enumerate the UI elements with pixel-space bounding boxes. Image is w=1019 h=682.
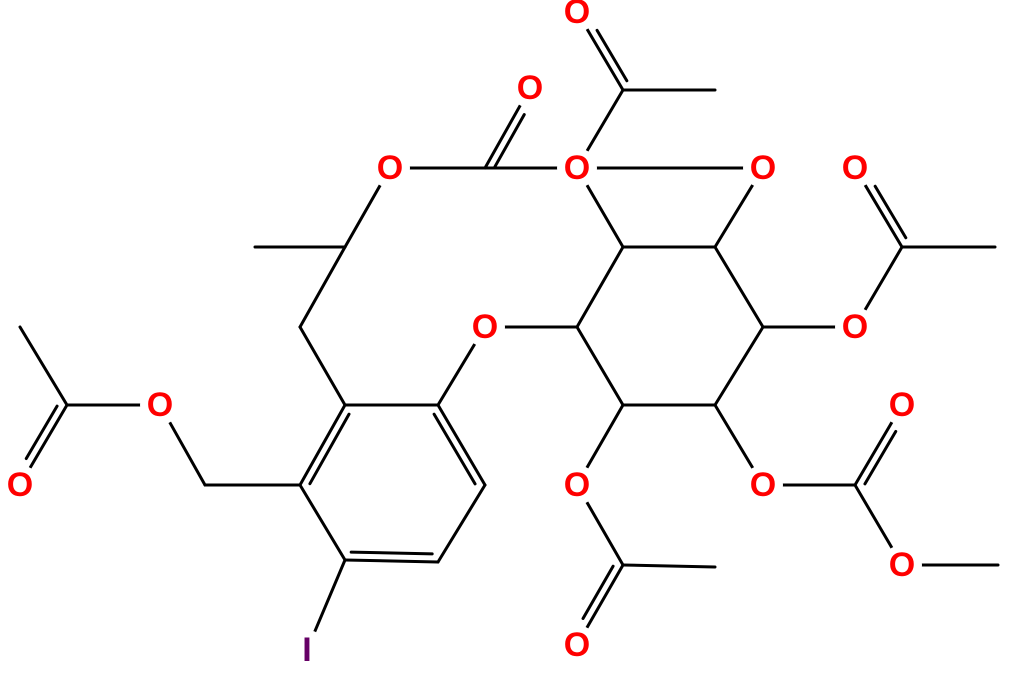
atom-label: O: [889, 386, 915, 424]
atom-label: O: [472, 308, 498, 346]
atom-label: O: [889, 546, 915, 584]
atom-label: O: [750, 466, 776, 504]
atom-label: O: [750, 149, 776, 187]
atom-label: O: [564, 149, 590, 187]
atom-label: O: [842, 308, 868, 346]
atom-label: O: [564, 466, 590, 504]
atom-label: O: [564, 626, 590, 664]
atom-label: O: [7, 466, 33, 504]
atom-label: O: [842, 149, 868, 187]
atom-label: O: [377, 149, 403, 187]
atom-label: O: [564, 0, 590, 31]
molecule-diagram: I O O O O O O O O O O O O O O O: [0, 0, 1019, 682]
atom-label: O: [517, 69, 543, 107]
atoms: I O O O O O O O O O O O O O O O: [0, 0, 922, 670]
atom-label: I: [302, 631, 311, 669]
atom-label: O: [147, 386, 173, 424]
